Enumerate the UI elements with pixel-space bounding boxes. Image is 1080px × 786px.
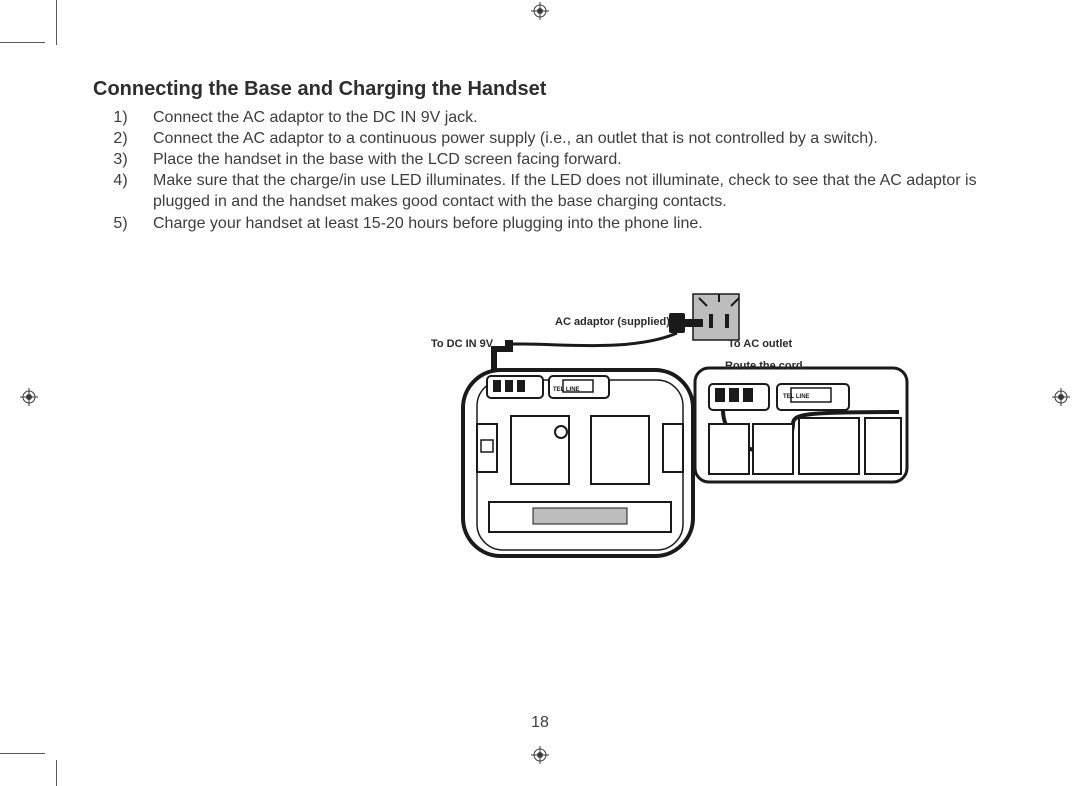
crop-mark — [0, 753, 45, 754]
step-item: Make sure that the charge/in use LED ill… — [141, 170, 1013, 212]
registration-mark-icon — [1052, 388, 1070, 406]
fig-label-to-ac: To AC outlet — [728, 338, 792, 350]
step-item: Connect the AC adaptor to a continuous p… — [141, 128, 1013, 149]
crop-mark — [0, 42, 45, 43]
svg-text:TEL LINE: TEL LINE — [783, 394, 810, 400]
svg-text:TEL LINE: TEL LINE — [553, 387, 580, 393]
fig-label-to-dc: To DC IN 9V — [431, 338, 493, 350]
registration-mark-icon — [20, 388, 38, 406]
page-title: Connecting the Base and Charging the Han… — [93, 78, 1013, 101]
page-number: 18 — [0, 714, 1080, 732]
step-item: Connect the AC adaptor to the DC IN 9V j… — [141, 107, 1013, 128]
steps-list: Connect the AC adaptor to the DC IN 9V j… — [93, 107, 1013, 234]
registration-mark-icon — [531, 746, 549, 764]
step-item: Charge your handset at least 15-20 hours… — [141, 213, 1013, 234]
crop-mark — [56, 0, 57, 45]
step-item: Place the handset in the base with the L… — [141, 149, 1013, 170]
page-content: Connecting the Base and Charging the Han… — [93, 78, 1013, 234]
fig-label-ac-adaptor: AC adaptor (supplied) — [555, 316, 670, 328]
fig-label-route: Route the cord. — [725, 360, 806, 372]
crop-mark — [56, 760, 57, 786]
registration-mark-icon — [531, 2, 549, 20]
connection-diagram: AC adaptor (supplied) To DC IN 9V To AC … — [393, 284, 913, 574]
